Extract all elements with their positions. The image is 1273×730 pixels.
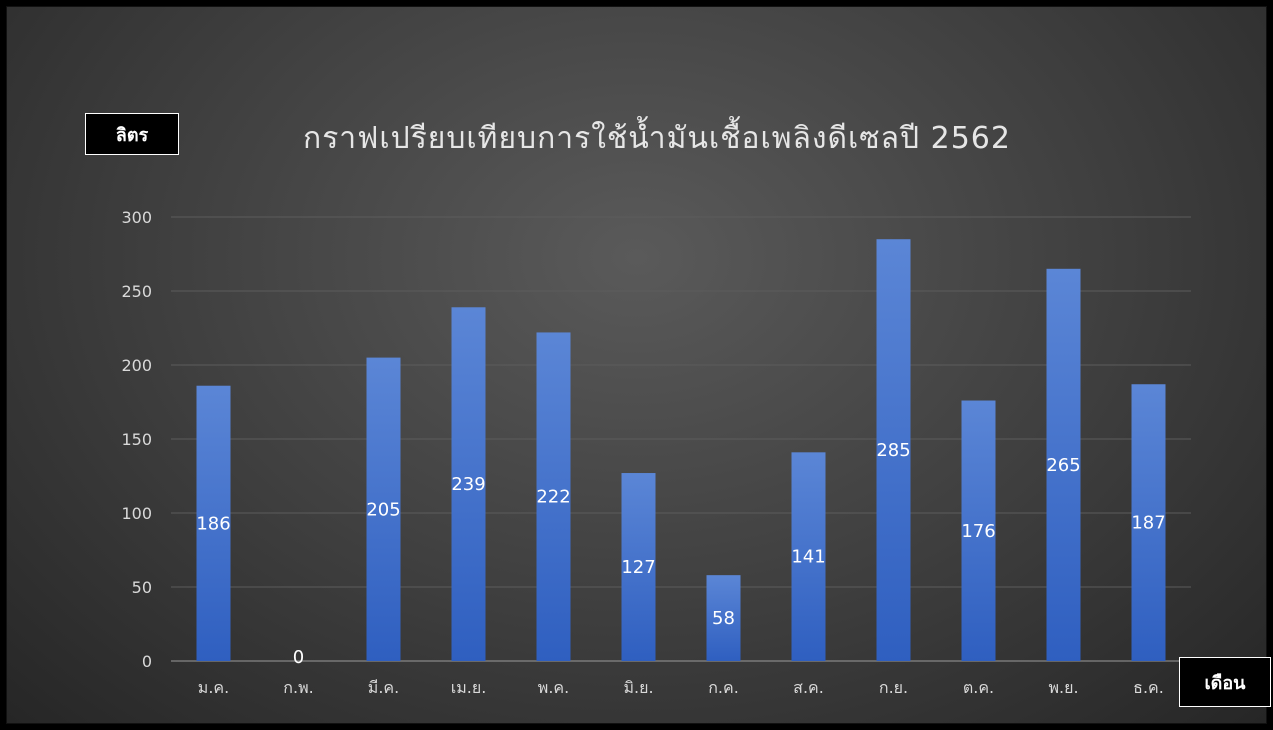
x-tick-label: ก.ค. <box>708 678 739 697</box>
x-tick-label: ต.ค. <box>963 678 994 697</box>
y-axis-ticks: 0 50 100 150 200 250 300 <box>121 208 152 671</box>
data-label: 58 <box>712 608 735 629</box>
bar <box>1046 268 1081 661</box>
y-tick-label: 250 <box>121 282 152 301</box>
bar <box>961 400 996 661</box>
x-tick-label: พ.ย. <box>1048 678 1078 697</box>
x-axis-label: เดือน <box>1179 657 1271 707</box>
bar <box>791 452 826 661</box>
bar <box>366 357 401 661</box>
y-axis-label: ลิตร <box>85 113 179 155</box>
x-tick-label: พ.ค. <box>538 678 569 697</box>
y-tick-label: 0 <box>142 652 152 671</box>
data-label: 205 <box>366 499 400 520</box>
data-label: 265 <box>1046 455 1080 476</box>
y-tick-label: 50 <box>132 578 152 597</box>
bar <box>536 332 571 661</box>
y-tick-label: 150 <box>121 430 152 449</box>
bar <box>621 473 656 661</box>
data-label: 176 <box>961 521 995 542</box>
x-tick-label: มี.ค. <box>368 678 399 697</box>
data-label: 239 <box>451 474 485 495</box>
x-tick-label: ม.ค. <box>198 678 229 697</box>
x-tick-label: ก.ย. <box>879 678 908 697</box>
bar <box>196 385 231 661</box>
x-tick-label: ธ.ค. <box>1133 678 1164 697</box>
data-label: 222 <box>536 487 570 508</box>
x-tick-label: ส.ค. <box>793 678 824 697</box>
bar-chart: 0 50 100 150 200 250 300 186 0 205 239 222 127 58 141… <box>121 208 1191 697</box>
data-label: 127 <box>621 557 655 578</box>
chart-frame: 0 50 100 150 200 250 300 186 0 205 239 222 127 58 141… <box>6 6 1267 724</box>
bar <box>876 239 911 661</box>
chart-title: กราฟเปรียบเทียบการใช้น้ำมันเชื้อเพลิงดีเ… <box>303 121 1011 156</box>
x-tick-label: ก.พ. <box>283 678 313 697</box>
data-label: 0 <box>293 647 304 668</box>
data-labels: 186 0 205 239 222 127 58 141 285 176 265 187 <box>196 440 1165 668</box>
y-tick-label: 200 <box>121 356 152 375</box>
bar <box>1131 384 1166 661</box>
x-tick-label: เม.ย. <box>451 678 487 697</box>
y-tick-label: 100 <box>121 504 152 523</box>
bar <box>706 575 741 661</box>
bars <box>196 239 1166 661</box>
gridlines <box>171 216 1191 662</box>
y-tick-label: 300 <box>121 208 152 227</box>
data-label: 285 <box>876 440 910 461</box>
data-label: 141 <box>791 547 825 568</box>
x-axis-ticks: ม.ค. ก.พ. มี.ค. เม.ย. พ.ค. มิ.ย. ก.ค. ส.ค. ก.ย. ต… <box>198 678 1164 697</box>
data-label: 187 <box>1131 513 1165 534</box>
data-label: 186 <box>196 513 230 534</box>
bar <box>451 307 486 661</box>
x-tick-label: มิ.ย. <box>623 678 653 697</box>
